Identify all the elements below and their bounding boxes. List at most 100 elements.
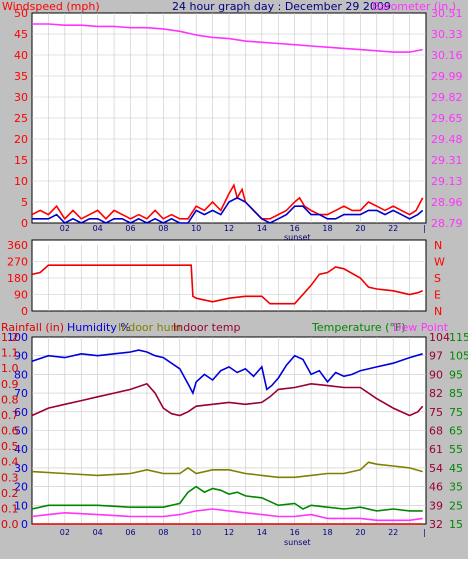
wind-y-tick: 25 [14, 112, 28, 125]
baro-y-tick: 29.13 [431, 175, 463, 188]
direction-series-group [31, 264, 423, 305]
dewpoint-y-tick: 35 [449, 481, 463, 494]
series-dew-point [31, 508, 423, 522]
dewpoint-y-tick: 95 [449, 368, 463, 381]
humidity-axis-label: Humidity % [67, 321, 131, 334]
series-indoor-hum [31, 461, 423, 479]
rain-y-tick: 0.3 [1, 471, 19, 484]
x-tick-label: 02 [60, 224, 70, 233]
direction-y-tick: 90 [14, 289, 28, 302]
baro-y-tick: 29.31 [431, 154, 463, 167]
humidity-y-tick: 50 [14, 425, 28, 438]
series-humidity [31, 349, 423, 396]
x-tick-end-marker: | [423, 224, 426, 233]
wind-y-tick: 40 [14, 49, 28, 62]
dewpoint-y-tick: 65 [449, 425, 463, 438]
dewpoint-y-tick: 105 [449, 350, 468, 363]
wind-x-ticks: 02 04 06 08 10 12 14 16 18 20 22 | [60, 224, 426, 233]
x-tick-end-marker: | [423, 528, 426, 537]
x-tick-label: 16 [290, 528, 300, 537]
sunset-label-top: sunset [284, 233, 311, 242]
series-windspeed [31, 183, 424, 221]
temperature-y-tick: 54 [429, 462, 443, 475]
x-tick-label: 14 [257, 224, 267, 233]
direction-y-tick: 360 [7, 239, 28, 252]
baro-y-tick: 29.48 [431, 133, 463, 146]
rain-y-tick: 0.0 [1, 518, 19, 531]
rain-y-tick: 0.6 [1, 425, 19, 438]
compass-label: N [434, 239, 442, 252]
x-tick-label: 18 [322, 528, 332, 537]
dewpoint-y-tick: 115 [449, 331, 468, 344]
x-tick-label: 10 [191, 224, 201, 233]
direction-y-tick: 180 [7, 272, 28, 285]
x-tick-label: 08 [158, 528, 168, 537]
dewpoint-axis-label: Dew Point [393, 321, 449, 334]
direction-y-ticks: 360 270 180 90 0 [7, 239, 28, 318]
temperature-y-tick: 68 [429, 425, 443, 438]
x-tick-label: 20 [355, 528, 365, 537]
baro-y-tick: 29.99 [431, 70, 463, 83]
temperature-y-tick: 32 [429, 518, 443, 531]
baro-y-tick: 30.33 [431, 28, 463, 41]
series-indoor-temp [31, 382, 424, 417]
x-tick-label: 04 [93, 528, 103, 537]
x-tick-label: 04 [93, 224, 103, 233]
humidity-y-tick: 40 [14, 443, 28, 456]
dewpoint-y-tick: 15 [449, 518, 463, 531]
temperature-y-ticks: 104 97 90 82 75 68 61 54 46 39 32 [429, 331, 450, 531]
wind-y-tick: 35 [14, 70, 28, 83]
rain-y-tick: 1.0 [1, 362, 19, 375]
compass-label: E [434, 289, 441, 302]
x-tick-label: 16 [290, 224, 300, 233]
humidity-y-tick: 20 [14, 481, 28, 494]
rain-y-tick: 0.2 [1, 487, 19, 500]
x-tick-label: 12 [224, 528, 234, 537]
temperature-axis-label: Temperature (°F) [311, 321, 406, 334]
rainfall-axis-label: Rainfall (in) [1, 321, 64, 334]
rain-y-tick: 0.1 [1, 502, 19, 515]
wind-y-tick: 0 [21, 217, 28, 230]
wind-y-tick: 30 [14, 91, 28, 104]
x-tick-label: 06 [125, 528, 135, 537]
wind-series-group [31, 23, 424, 224]
baro-y-tick: 29.82 [431, 91, 463, 104]
wind-y-tick: 45 [14, 28, 28, 41]
indoor-temp-axis-label: Indoor temp [173, 321, 240, 334]
x-tick-label: 12 [224, 224, 234, 233]
rain-y-tick: 1.2 [1, 331, 19, 344]
temperature-y-tick: 82 [429, 387, 443, 400]
baro-y-tick: 28.96 [431, 196, 463, 209]
rain-y-tick: 1.1 [1, 347, 19, 360]
indoor-hum-axis-label: Indoor hum [118, 321, 181, 334]
direction-y-tick: 270 [7, 256, 28, 269]
sunset-label-bottom: sunset [284, 538, 311, 547]
x-tick-label: 08 [158, 224, 168, 233]
rain-y-tick: 0.7 [1, 409, 19, 422]
compass-label: W [434, 256, 445, 269]
humidity-y-tick: 60 [14, 406, 28, 419]
dewpoint-y-ticks: 115 105 95 85 75 65 55 45 35 25 15 [449, 331, 468, 531]
barometer-axis-label: Barometer (in.) [372, 0, 456, 13]
x-tick-label: 20 [355, 224, 365, 233]
barometer-y-right-ticks: 30.51 30.33 30.16 29.99 29.82 29.65 29.48 29.31… [431, 7, 463, 230]
temperature-y-tick: 46 [429, 481, 443, 494]
rain-y-tick: 0.8 [1, 393, 19, 406]
temperature-y-tick: 104 [429, 331, 450, 344]
windspeed-axis-label: Windspeed (mph) [2, 0, 100, 13]
humidity-y-tick: 70 [14, 387, 28, 400]
temperature-y-tick: 75 [429, 406, 443, 419]
baro-y-tick: 30.16 [431, 49, 463, 62]
x-tick-label: 06 [125, 224, 135, 233]
humidity-y-tick: 80 [14, 368, 28, 381]
series-barometer [32, 23, 423, 53]
compass-label: N [434, 305, 442, 318]
series-temperature [31, 485, 423, 512]
rain-y-tick: 0.4 [1, 456, 19, 469]
wind-y-tick: 5 [21, 196, 28, 209]
wind-y-tick: 20 [14, 133, 28, 146]
dewpoint-y-tick: 25 [449, 499, 463, 512]
temp-x-ticks: 02 04 06 08 10 12 14 16 18 20 22 | [60, 528, 426, 537]
